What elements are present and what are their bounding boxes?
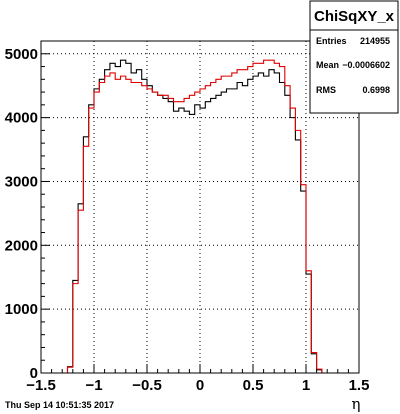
y-axis: 0 1000 2000 3000 4000 5000 xyxy=(5,46,50,382)
x-axis: −1.5 −1 −0.5 0 0.5 1 1.5 xyxy=(26,364,369,394)
timestamp-label: Thu Sep 14 10:51:35 2017 xyxy=(5,400,114,410)
x-tick-label-6: 1.5 xyxy=(349,377,370,394)
x-tick-label-2: −0.5 xyxy=(132,377,162,394)
x-axis-title: η xyxy=(352,395,361,413)
y-tick-label-3: 3000 xyxy=(5,173,38,190)
x-tick-label-5: 1 xyxy=(302,377,310,394)
histogram-series-1 xyxy=(41,59,359,374)
y-tick-label-5: 5000 xyxy=(5,46,38,63)
stats-entries-label: Entries xyxy=(316,36,347,46)
stats-rms-value: 0.6998 xyxy=(362,85,390,95)
x-tick-label-3: 0 xyxy=(196,377,204,394)
x-tick-label-0: −1.5 xyxy=(26,377,56,394)
grid-lines xyxy=(41,41,359,373)
y-tick-label-2: 2000 xyxy=(5,237,38,254)
histogram-series xyxy=(41,59,359,374)
x-tick-label-1: −1 xyxy=(85,377,102,394)
stats-title: ChiSqXY_x xyxy=(314,8,395,25)
stats-mean-value: −0.0006602 xyxy=(342,60,390,70)
y-tick-label-4: 4000 xyxy=(5,110,38,127)
x-tick-label-4: 0.5 xyxy=(243,377,264,394)
y-tick-label-0: 0 xyxy=(30,365,38,382)
stats-rms-label: RMS xyxy=(316,85,336,95)
stats-box: ChiSqXY_x Entries 214955 Mean −0.0006602… xyxy=(309,0,399,114)
stats-mean-label: Mean xyxy=(316,60,339,70)
y-tick-label-1: 1000 xyxy=(5,301,38,318)
stats-entries-value: 214955 xyxy=(360,36,390,46)
